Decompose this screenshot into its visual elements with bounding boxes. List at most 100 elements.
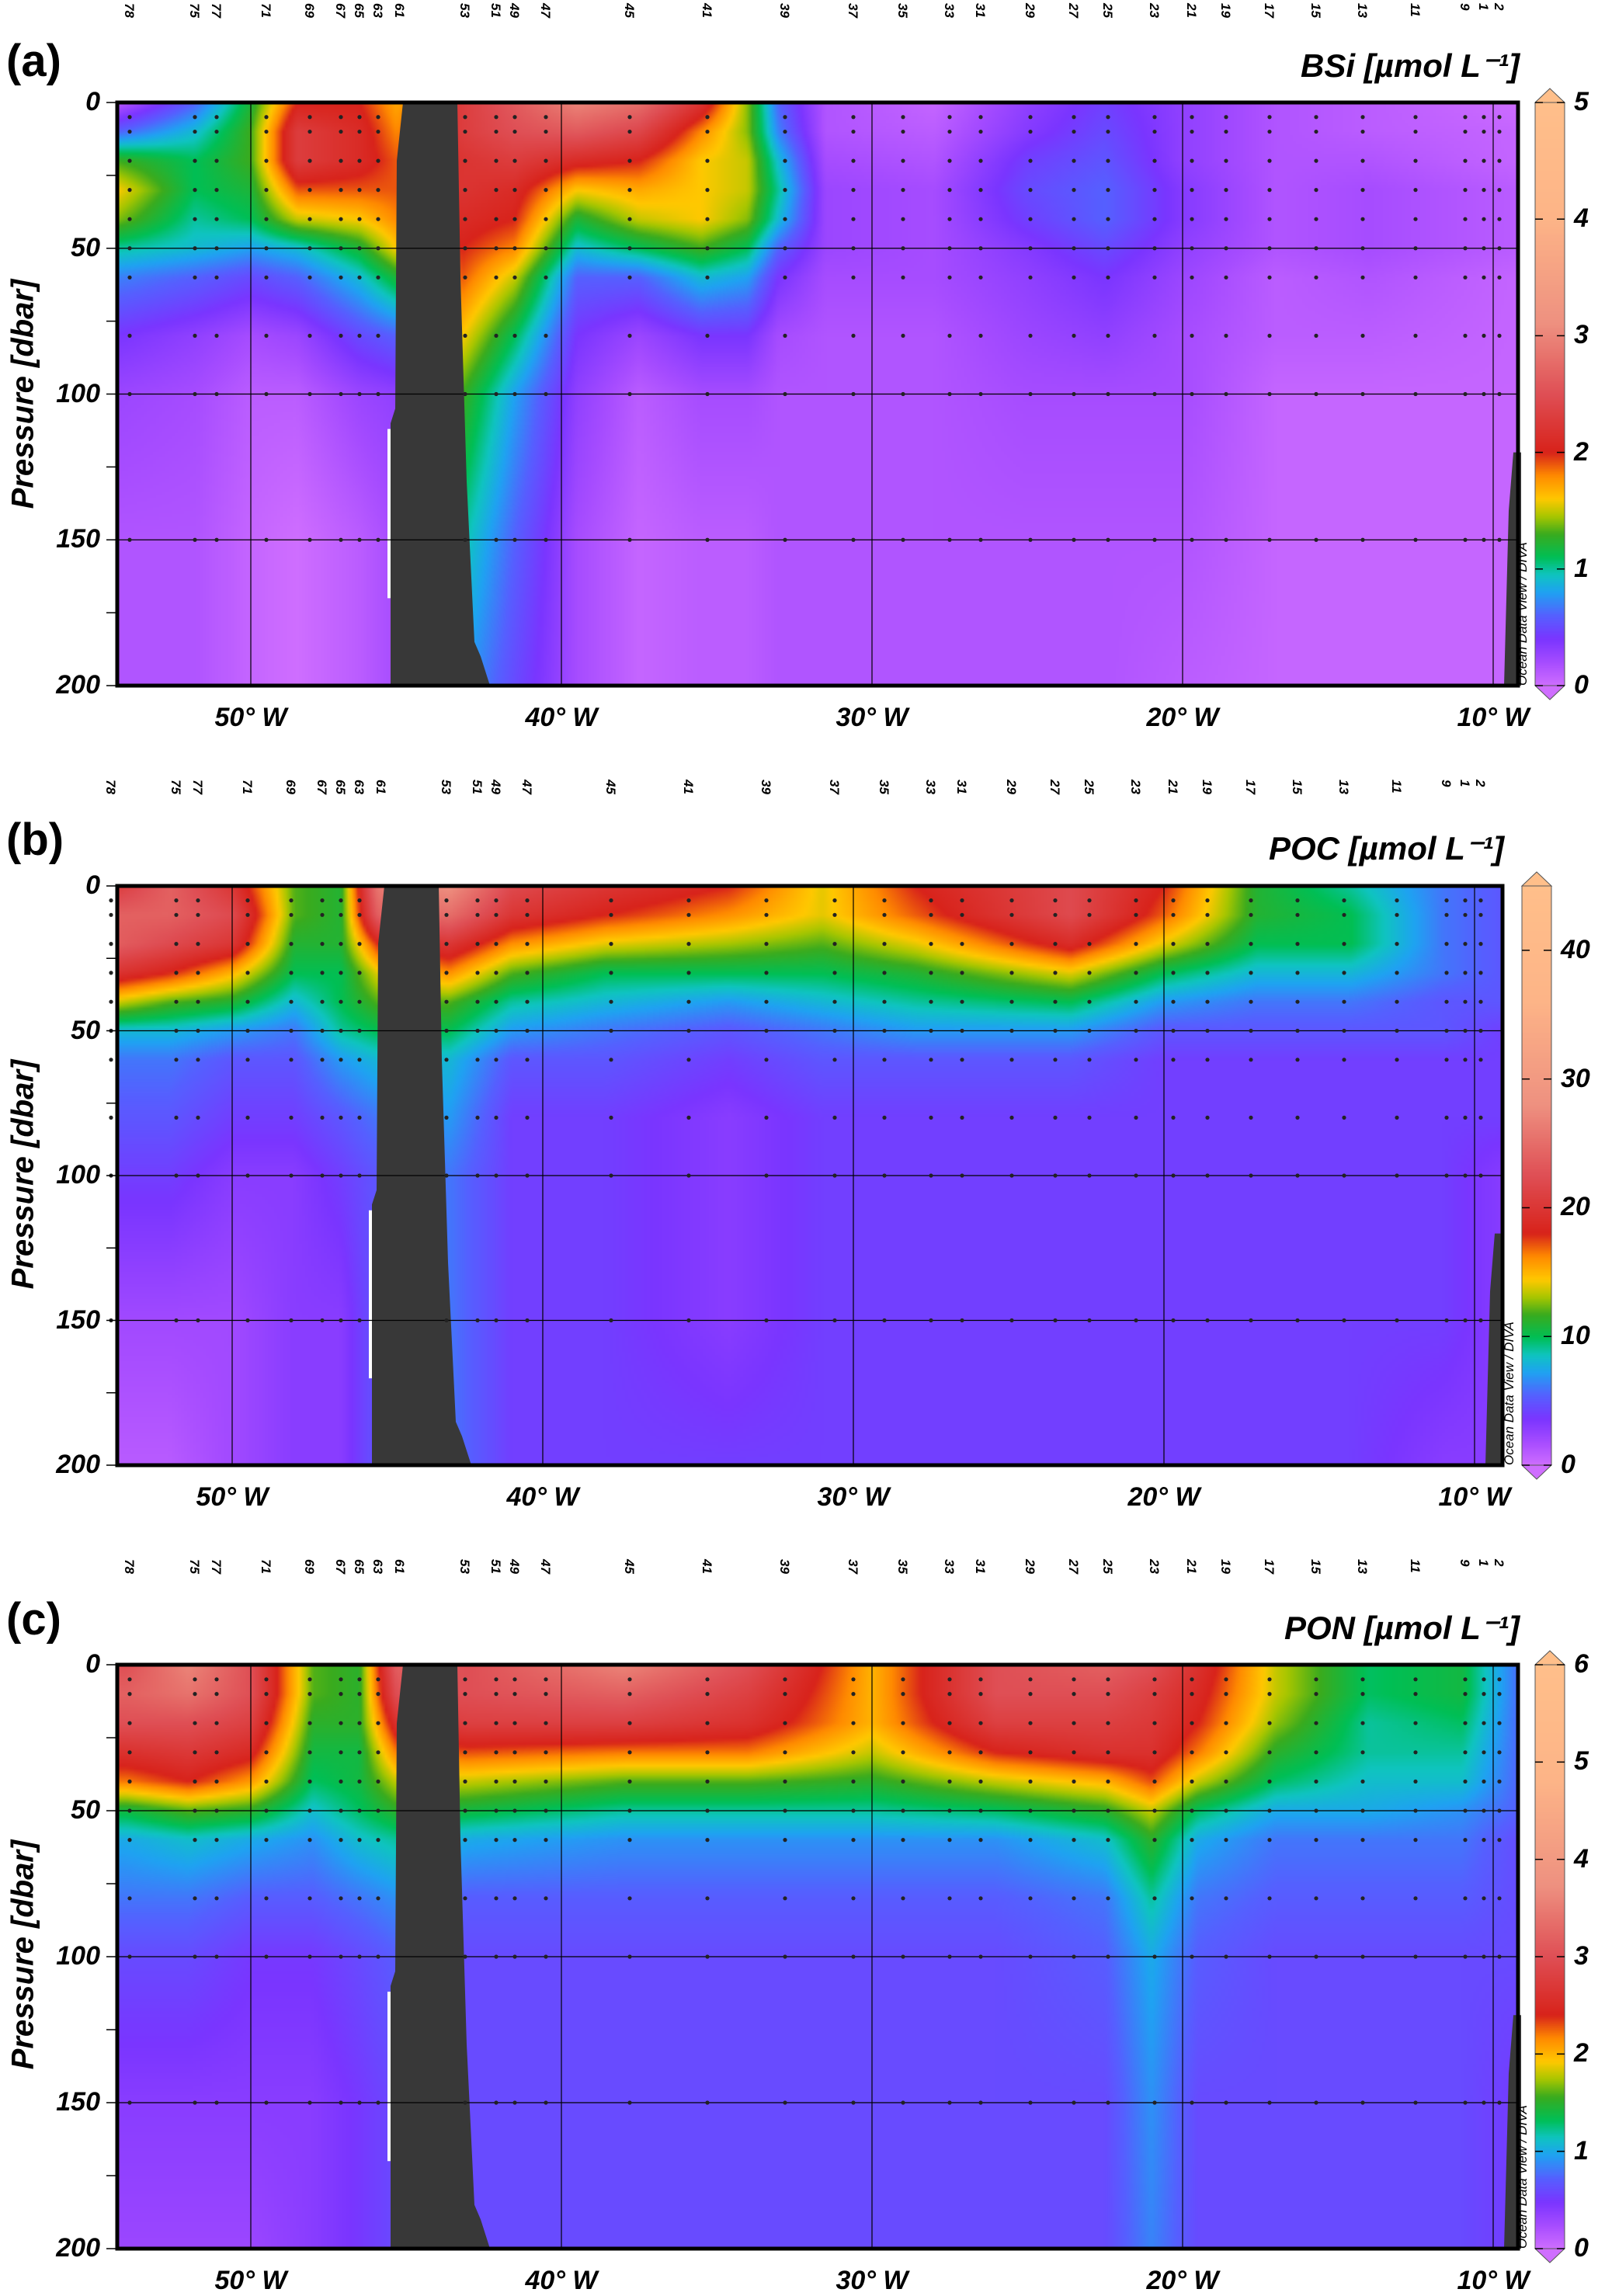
y-tick-label: 0 xyxy=(85,1649,100,1679)
station-label: 31 xyxy=(973,3,988,18)
sample-point xyxy=(1413,2100,1418,2105)
sample-point xyxy=(978,188,983,193)
sample-point xyxy=(1152,129,1157,134)
sample-point xyxy=(544,537,548,542)
station-label: 19 xyxy=(1218,3,1233,18)
sample-point xyxy=(357,391,362,397)
sample-point xyxy=(214,1750,219,1755)
sample-point xyxy=(196,999,200,1004)
sample-point xyxy=(1152,115,1157,120)
sample-point xyxy=(1314,275,1318,280)
station-label: 53 xyxy=(457,1559,472,1574)
sample-point xyxy=(1267,391,1272,397)
sample-point xyxy=(1395,1115,1399,1120)
sample-point xyxy=(1497,188,1502,193)
sample-point xyxy=(1497,129,1502,134)
sample-point xyxy=(1106,2100,1110,2105)
station-label: 33 xyxy=(942,3,957,18)
sample-point xyxy=(947,1808,952,1813)
sample-point xyxy=(1249,999,1253,1004)
sample-point xyxy=(1028,1838,1033,1843)
station-label: 17 xyxy=(1243,780,1258,794)
sample-point xyxy=(1106,129,1110,134)
station-label: 31 xyxy=(973,1559,988,1574)
sample-point xyxy=(264,1750,269,1755)
sample-point xyxy=(1152,1750,1157,1755)
sample-point xyxy=(339,1838,343,1843)
sample-point xyxy=(307,129,312,134)
sample-point xyxy=(882,1318,887,1323)
sample-point xyxy=(444,942,449,947)
x-tick-label: 20° W xyxy=(1127,1482,1200,1512)
sample-point xyxy=(214,1692,219,1697)
sample-point xyxy=(1267,333,1272,338)
sample-point xyxy=(627,2100,632,2105)
sample-point xyxy=(1152,1692,1157,1697)
y-tick-label: 200 xyxy=(56,2233,100,2263)
sample-point xyxy=(705,537,710,542)
sample-point xyxy=(307,537,312,542)
sample-point xyxy=(929,1173,933,1178)
sample-point xyxy=(1009,999,1014,1004)
sample-point xyxy=(1267,1896,1272,1901)
sample-point xyxy=(1072,158,1076,163)
sample-point xyxy=(783,129,787,134)
sample-point xyxy=(320,942,325,947)
sample-point xyxy=(764,971,769,975)
sample-point xyxy=(1482,1721,1486,1725)
sample-point xyxy=(1106,246,1110,251)
sample-point xyxy=(705,246,710,251)
sample-point xyxy=(1342,942,1346,947)
station-label: 45 xyxy=(622,3,637,18)
sample-point xyxy=(307,1954,312,1959)
sample-point xyxy=(1190,129,1194,134)
sample-point xyxy=(494,1896,499,1901)
sample-point xyxy=(376,115,380,120)
sample-point xyxy=(339,246,343,251)
sample-point xyxy=(1413,217,1418,221)
sample-point xyxy=(1087,942,1092,947)
sample-point xyxy=(1342,999,1346,1004)
sample-point xyxy=(1087,1318,1092,1323)
sample-point xyxy=(686,1318,691,1323)
station-label: 45 xyxy=(603,780,618,794)
sample-point xyxy=(1295,971,1300,975)
sample-point xyxy=(1463,1115,1468,1120)
station-label: 37 xyxy=(846,3,860,18)
sample-point xyxy=(339,115,343,120)
sample-point xyxy=(929,1028,933,1033)
sample-point xyxy=(960,898,964,903)
sample-point xyxy=(1360,246,1365,251)
sample-point xyxy=(1497,391,1502,397)
sample-point xyxy=(1444,942,1449,947)
sample-point xyxy=(1413,1677,1418,1682)
station-label: 77 xyxy=(209,3,224,18)
sample-point xyxy=(1413,1721,1418,1725)
sample-point xyxy=(882,1058,887,1062)
y-tick-label: 150 xyxy=(56,524,100,554)
sample-point xyxy=(1413,1692,1418,1697)
sample-point xyxy=(1482,246,1486,251)
colorbar-a xyxy=(1535,102,1565,686)
sample-point xyxy=(174,1058,179,1062)
sample-point xyxy=(264,115,269,120)
sample-point xyxy=(901,1750,905,1755)
sample-point xyxy=(109,898,113,903)
sample-point xyxy=(851,391,856,397)
sample-point xyxy=(1395,971,1399,975)
section-overlay-b xyxy=(106,884,1505,1468)
sample-point xyxy=(832,1028,837,1033)
station-label: 71 xyxy=(240,780,255,794)
sample-point xyxy=(193,391,197,397)
station-label: 78 xyxy=(122,1559,137,1574)
sample-point xyxy=(1190,1896,1194,1901)
sample-point xyxy=(882,1115,887,1120)
sample-point xyxy=(1314,1779,1318,1784)
sample-point xyxy=(705,1750,710,1755)
sample-point xyxy=(1342,1115,1346,1120)
sample-point xyxy=(214,246,219,251)
colorbar-tick-label: 20 xyxy=(1561,1192,1590,1222)
sample-point xyxy=(1224,129,1228,134)
station-label: 11 xyxy=(1408,1559,1423,1573)
sample-point xyxy=(214,1838,219,1843)
